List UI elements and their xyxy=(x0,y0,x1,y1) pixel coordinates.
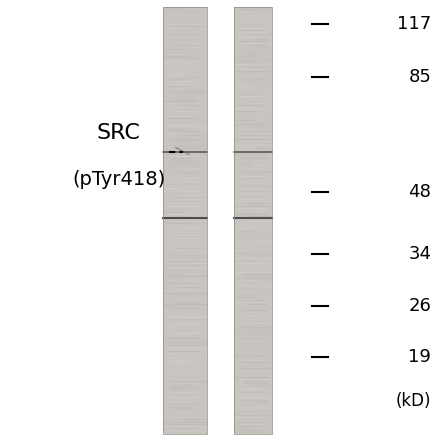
Text: SRC: SRC xyxy=(97,123,141,143)
Text: 34: 34 xyxy=(408,245,431,262)
FancyBboxPatch shape xyxy=(163,7,207,434)
Text: 117: 117 xyxy=(397,15,431,33)
Text: (pTyr418): (pTyr418) xyxy=(72,170,165,189)
Text: (kD): (kD) xyxy=(396,392,431,410)
Text: 48: 48 xyxy=(408,183,431,201)
FancyBboxPatch shape xyxy=(207,7,234,434)
FancyBboxPatch shape xyxy=(234,7,271,434)
Text: 85: 85 xyxy=(408,68,431,86)
Text: 19: 19 xyxy=(408,348,431,366)
Text: 26: 26 xyxy=(408,298,431,315)
